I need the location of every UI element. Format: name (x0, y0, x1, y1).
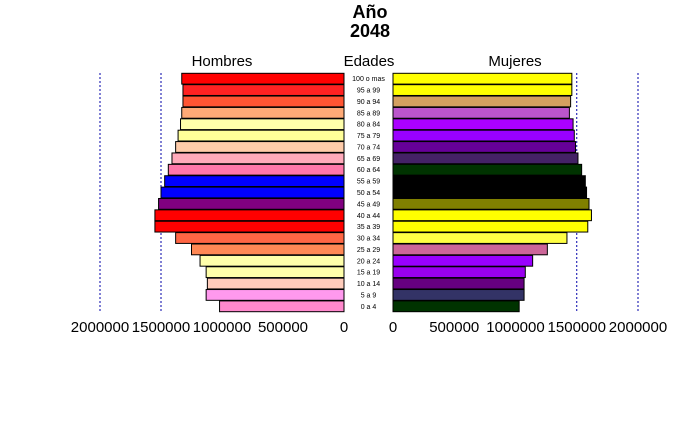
bar-hombres-25-a-29 (191, 243, 345, 256)
age-label: 50 a 54 (357, 190, 380, 197)
bar-mujeres-5-a-9 (392, 289, 525, 301)
age-label: 90 a 94 (357, 99, 380, 106)
x-tick-right: 500000 (429, 319, 479, 336)
bar-hombres-20-a-24 (199, 254, 345, 267)
bar-mujeres-60-a-64 (392, 163, 583, 176)
bar-mujeres-80-a-84 (392, 118, 574, 131)
x-tick-left: 1500000 (132, 319, 190, 336)
bar-hombres-100-o-mas (181, 72, 345, 85)
x-axis-ticks: 2000000 1500000 1000000 500000 0 0 500000 10000… (71, 319, 667, 336)
bar-mujeres-40-a-44 (392, 209, 592, 222)
bar-hombres-35-a-39 (154, 220, 345, 233)
age-label: 60 a 64 (357, 167, 380, 174)
bar-hombres-0-a-4 (219, 300, 345, 313)
chart-title: Año (353, 2, 388, 22)
bar-mujeres-85-a-89 (392, 106, 570, 119)
bar-mujeres-50-a-54 (392, 186, 588, 199)
x-tick-left: 0 (340, 319, 348, 336)
x-tick-right: 2000000 (609, 319, 667, 336)
bar-hombres-50-a-54 (160, 186, 345, 199)
bar-mujeres-15-a-19 (392, 266, 526, 279)
bar-hombres-80-a-84 (180, 118, 345, 131)
bar-mujeres-20-a-24 (392, 254, 534, 267)
bar-hombres-40-a-44 (154, 209, 345, 222)
x-tick-right: 1000000 (486, 319, 544, 336)
x-tick-left: 500000 (258, 319, 308, 336)
bar-hombres-65-a-69 (171, 152, 345, 165)
age-label: 15 a 19 (357, 270, 380, 277)
bar-mujeres-55-a-59 (392, 175, 586, 188)
age-label: 100 o mas (352, 76, 385, 83)
bar-mujeres-95-a-99 (392, 84, 573, 96)
age-label: 35 a 39 (357, 224, 380, 231)
age-label: 80 a 84 (357, 122, 380, 129)
age-label: 30 a 34 (357, 236, 380, 243)
age-label: 85 a 89 (357, 110, 380, 117)
bar-hombres-85-a-89 (181, 106, 345, 119)
bar-hombres-45-a-49 (158, 197, 345, 210)
bars (154, 72, 592, 313)
x-tick-left: 2000000 (71, 319, 129, 336)
age-label: 75 a 79 (357, 133, 380, 140)
bar-mujeres-25-a-29 (392, 243, 548, 256)
bar-hombres-55-a-59 (164, 175, 345, 188)
age-label: 65 a 69 (357, 156, 380, 163)
bar-mujeres-30-a-34 (392, 232, 568, 244)
age-label: 10 a 14 (357, 281, 380, 288)
age-label: 5 a 9 (361, 292, 377, 299)
x-tick-right: 1500000 (548, 319, 606, 336)
age-label: 55 a 59 (357, 179, 380, 186)
right-side-label: Mujeres (488, 53, 541, 70)
age-label: 20 a 24 (357, 258, 380, 265)
center-label: Edades (344, 53, 395, 70)
age-labels: 0 a 4 5 a 9 10 a 14 15 a 19 20 a 24 25 a 29 30… (352, 76, 385, 311)
bar-hombres-30-a-34 (175, 232, 345, 244)
bar-mujeres-65-a-69 (392, 152, 579, 165)
bar-mujeres-75-a-79 (392, 129, 575, 142)
bar-hombres-70-a-74 (175, 141, 345, 153)
bar-hombres-10-a-14 (206, 277, 345, 290)
age-label: 95 a 99 (357, 88, 380, 95)
bar-mujeres-90-a-94 (392, 95, 572, 108)
bar-hombres-90-a-94 (182, 95, 345, 108)
age-label: 0 a 4 (361, 304, 377, 311)
bar-hombres-95-a-99 (182, 84, 345, 96)
bar-mujeres-0-a-4 (392, 300, 520, 313)
chart-subtitle: 2048 (350, 21, 390, 41)
bar-hombres-60-a-64 (167, 163, 345, 176)
left-side-label: Hombres (192, 53, 253, 70)
bar-mujeres-100-o-mas (392, 72, 573, 85)
bar-mujeres-10-a-14 (392, 277, 525, 290)
x-tick-left: 1000000 (193, 319, 251, 336)
x-tick-right: 0 (389, 319, 397, 336)
age-label: 40 a 44 (357, 213, 380, 220)
age-label: 70 a 74 (357, 144, 380, 151)
age-label: 45 a 49 (357, 201, 380, 208)
age-label: 25 a 29 (357, 247, 380, 254)
bar-hombres-5-a-9 (205, 289, 345, 301)
bar-mujeres-45-a-49 (392, 197, 590, 210)
bar-mujeres-70-a-74 (392, 141, 577, 153)
bar-hombres-15-a-19 (205, 266, 345, 279)
bar-mujeres-35-a-39 (392, 220, 589, 233)
bar-hombres-75-a-79 (177, 129, 345, 142)
